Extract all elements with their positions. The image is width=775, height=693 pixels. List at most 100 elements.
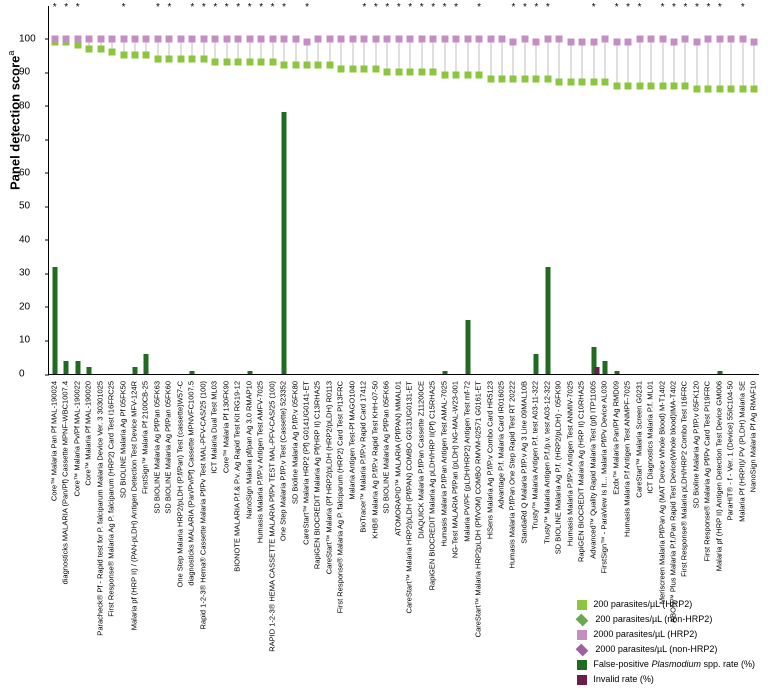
x-tick-label: RapiGEN BIOCREDIT Malaria Ag (HRP II) C1… (577, 381, 586, 562)
marker-200-hrp2 (625, 82, 632, 89)
asterisk-icon: * (546, 2, 550, 13)
marker-2000-hrp2 (544, 35, 551, 42)
marker-stem (570, 42, 571, 82)
legend-swatch (577, 675, 587, 685)
x-tick-label: FirstSign™ Malaria Pf 2100CB-25 (141, 381, 150, 494)
asterisk-icon: * (534, 2, 538, 13)
x-tick-label: Advanced™ Quality Rapid Malaria Test (pf… (588, 381, 597, 559)
marker-2000-hrp2 (751, 38, 758, 45)
false-positive-bar (144, 354, 149, 374)
y-tick: 100 (19, 33, 36, 44)
marker-2000-hrp2 (430, 35, 437, 42)
x-tick-label: diagnosticks MALARIA (Pan/Pv/Pf) Cassett… (187, 381, 196, 586)
y-tick: 10 (19, 335, 30, 346)
marker-2000-hrp2 (510, 38, 517, 45)
x-tick-label: ABON™ Plus Malaria P.f./Pan Rapid Test D… (668, 381, 677, 623)
marker-2000-hrp2 (63, 35, 70, 42)
marker-2000-hrp2 (418, 35, 425, 42)
false-positive-bar (64, 361, 69, 374)
marker-200-hrp2 (544, 75, 551, 82)
asterisk-icon: * (718, 2, 722, 13)
marker-200-hrp2 (269, 59, 276, 66)
asterisk-icon: * (202, 2, 206, 13)
x-tick-label: DIAQUICK Malaria P.f/Pan Cassette Z11200… (416, 381, 425, 539)
x-tick-label: First Response® Malaria Ag P. falciparum… (336, 381, 345, 613)
x-tick-label: Core™ Malaria Pan Pf MAL-190024 (49, 381, 58, 501)
marker-200-hrp2 (143, 52, 150, 59)
x-tick-label: NanoSign Malaria pf/pan Ag 3.0 RMAP10 (244, 381, 253, 519)
x-tick-label: SD BIOLINE Malaria Ag Pf/Pan 05FK60 (164, 381, 173, 514)
marker-200-hrp2 (682, 82, 689, 89)
false-positive-bar (534, 354, 539, 374)
asterisk-icon: * (362, 2, 366, 13)
x-tick-label: Humasis Malaria P.f/P.v Antigen Test ANM… (565, 381, 574, 546)
marker-2000-hrp2 (281, 35, 288, 42)
x-tick-label: Malaria Antigen Test-Pf MAGO1040 (347, 381, 356, 500)
marker-200-hrp2 (567, 79, 574, 86)
marker-2000-hrp2 (384, 35, 391, 42)
marker-stem (410, 39, 411, 73)
x-tick-label: Trusty™ Malaria Antigen P.f./p.v. test A… (542, 381, 551, 544)
marker-stem (501, 39, 502, 79)
legend-swatch (577, 630, 587, 640)
asterisk-icon: * (638, 2, 642, 13)
marker-200-hrp2 (292, 62, 299, 69)
y-tick: 0 (19, 369, 25, 380)
marker-200-hrp2 (258, 59, 265, 66)
x-tick-label: Malaria pf (HRP II) Antigen Detection Te… (714, 381, 723, 571)
x-tick-label: CareStart™ Malaria HRP2 (Pf) G0141/G0141… (302, 381, 311, 545)
marker-2000-hrp2 (498, 35, 505, 42)
marker-stem (341, 39, 342, 69)
x-tick-label: ATOMORAPID™ MALARIA (Pf/PAN) MMAL01 (393, 381, 402, 536)
x-tick-label: Humasis Malaria P.f/Pan Antigen Test AMA… (439, 381, 448, 547)
y-tick: 20 (19, 301, 30, 312)
marker-200-hrp2 (189, 55, 196, 62)
marker-200-hrp2 (556, 79, 563, 86)
legend: 200 parasites/µL (HRP2)200 parasites/µL … (577, 597, 755, 687)
x-tick-label: Paracheck® Pf - Rapid test for P. falcip… (95, 381, 104, 636)
legend-swatch (577, 600, 587, 610)
x-tick-label: Core™ Malaria Pv/Pf MAL-190022 (72, 381, 81, 496)
marker-2000-hrp2 (739, 35, 746, 42)
marker-200-hrp2 (132, 52, 139, 59)
x-tick-label: One Step Malaria HRP2/pLDH (P.f/Pan) Tes… (175, 381, 184, 587)
x-tick-label: SD BIOLINE Malaria Ag P.f. (HRP2/pLDH) -… (554, 381, 563, 554)
x-tick-label: Humasis Malaria P.f Antigen Test ANMPF-7… (623, 381, 632, 537)
marker-stem (490, 39, 491, 79)
legend-item: 200 parasites/µL (non-HRP2) (577, 612, 755, 627)
asterisk-icon: * (167, 2, 171, 13)
marker-200-hrp2 (326, 62, 333, 69)
marker-2000-hrp2 (602, 35, 609, 42)
false-positive-bar (603, 361, 608, 374)
marker-2000-hrp2 (372, 35, 379, 42)
asterisk-icon: * (76, 2, 80, 13)
marker-2000-hrp2 (120, 35, 127, 42)
marker-200-hrp2 (407, 69, 414, 76)
x-tick-label: SD Bioline Malaria Ag P.f/P.v 05FK80 (290, 381, 299, 504)
marker-200-hrp2 (705, 85, 712, 92)
marker-2000-hrp2 (86, 35, 93, 42)
marker-stem (433, 39, 434, 73)
legend-item: 200 parasites/µL (HRP2) (577, 597, 755, 612)
marker-200-hrp2 (349, 65, 356, 72)
marker-2000-hrp2 (670, 38, 677, 45)
y-tick: 40 (19, 234, 30, 245)
marker-200-hrp2 (120, 52, 127, 59)
marker-200-hrp2 (395, 69, 402, 76)
marker-2000-hrp2 (292, 35, 299, 42)
marker-2000-hrp2 (567, 38, 574, 45)
marker-stem (662, 39, 663, 86)
x-tick-label: FirstSign™ - ParaView Is It… Malaria Pf/… (600, 381, 609, 573)
marker-200-hrp2 (418, 69, 425, 76)
marker-200-hrp2 (579, 79, 586, 86)
marker-stem (467, 39, 468, 76)
marker-200-hrp2 (86, 45, 93, 52)
marker-stem (696, 42, 697, 89)
asterisk-icon: * (122, 2, 126, 13)
legend-swatch (577, 660, 587, 670)
x-tick-label: StandaRd Q Malaria P.f/P.v Ag 3 Line 09M… (519, 381, 528, 544)
x-tick-label: Malaria PV/PF (pLDH/HRP2) Antigen Test m… (462, 381, 471, 542)
marker-200-hrp2 (739, 85, 746, 92)
asterisk-icon: * (397, 2, 401, 13)
x-tick-label: Malaria pf (HRP II) / (PAN-pLDH) Antigen… (130, 381, 139, 630)
